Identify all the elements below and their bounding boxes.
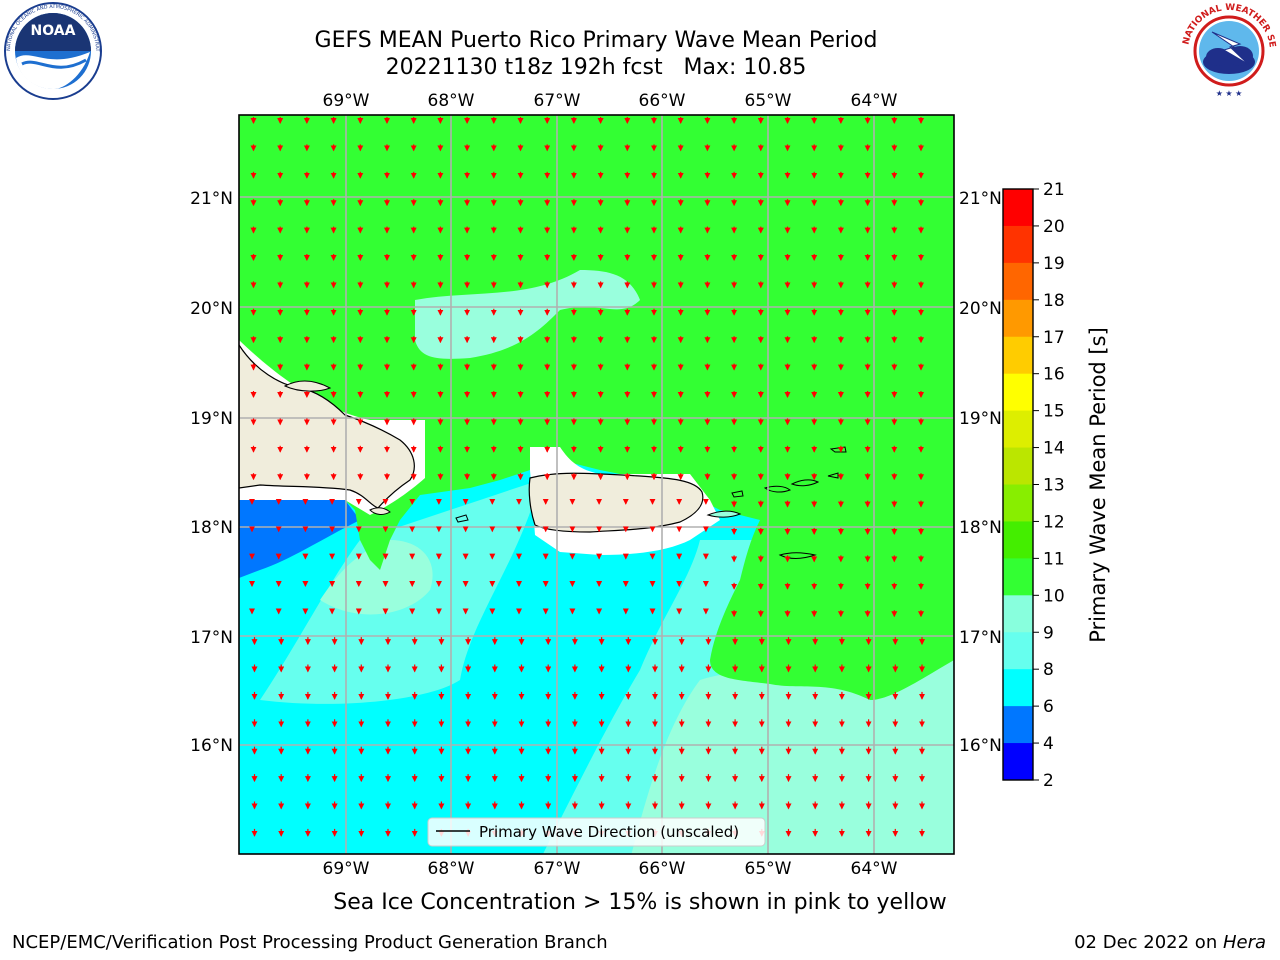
footer-host: Hera [1222, 932, 1266, 953]
colorbar-tick-label: 16 [1043, 365, 1065, 385]
colorbar-tick-label: 17 [1043, 328, 1065, 348]
noaa-logo: NOAA NATIONAL OCEANIC AND ATMOSPHERIC AD… [2, 0, 102, 100]
lat-tick-left: 20°N [190, 299, 233, 319]
colorbar-swatch [1003, 225, 1033, 264]
lat-tick-right: 18°N [959, 518, 1002, 538]
colorbar-swatch [1003, 669, 1033, 707]
nws-logo: NATIONAL WEATHER SERVICE ★ ★ ★ [1178, 0, 1277, 99]
colorbar-swatch [1003, 706, 1033, 744]
colorbar-swatch [1003, 595, 1033, 633]
sea-ice-caption: Sea Ice Concentration > 15% is shown in … [333, 890, 947, 915]
lon-tick-bottom: 65°W [745, 859, 792, 879]
lon-tick-bottom: 68°W [428, 859, 475, 879]
map-legend: Primary Wave Direction (unscaled) [427, 817, 766, 847]
colorbar-label: Primary Wave Mean Period [s] [1086, 327, 1110, 643]
colorbar-swatch [1003, 743, 1033, 781]
colorbar-tick-label: 20 [1043, 217, 1065, 237]
lat-tick-left: 18°N [190, 518, 233, 538]
lat-tick-left: 19°N [190, 409, 233, 429]
colorbar-tick-label: 4 [1043, 734, 1054, 754]
lon-tick-top: 69°W [323, 91, 370, 111]
colorbar-swatch [1003, 262, 1033, 301]
lon-tick-top: 64°W [851, 91, 898, 111]
lat-tick-left: 17°N [190, 628, 233, 648]
title-line-1: GEFS MEAN Puerto Rico Primary Wave Mean … [314, 28, 878, 53]
footer-date-text: 02 Dec 2022 on [1074, 932, 1223, 953]
lon-tick-top: 66°W [639, 91, 686, 111]
colorbar-swatch [1003, 447, 1033, 485]
colorbar-swatch [1003, 299, 1033, 338]
colorbar-swatch [1003, 189, 1033, 227]
lat-tick-right: 21°N [959, 189, 1002, 209]
lon-tick-bottom: 64°W [851, 859, 898, 879]
colorbar-tick-label: 9 [1043, 623, 1054, 643]
footer-branch: NCEP/EMC/Verification Post Processing Pr… [12, 932, 608, 953]
footer-date: 02 Dec 2022 on Hera [1074, 932, 1266, 953]
map-grid [239, 115, 954, 854]
colorbar-swatch [1003, 410, 1033, 449]
lat-tick-left: 16°N [190, 736, 233, 756]
colorbar-tick-label: 2 [1043, 771, 1054, 791]
colorbar-tick-label: 8 [1043, 660, 1054, 680]
lat-tick-right: 19°N [959, 409, 1002, 429]
colorbar-tick-label: 14 [1043, 439, 1065, 459]
colorbar-swatch [1003, 336, 1033, 375]
noaa-logo-text: NOAA [31, 23, 76, 39]
colorbar-tick-label: 21 [1043, 180, 1065, 200]
lon-tick-top: 65°W [745, 91, 792, 111]
colorbar-tick-label: 6 [1043, 697, 1054, 717]
map-field [239, 115, 954, 854]
lon-tick-top: 68°W [428, 91, 475, 111]
wave-direction-arrows [249, 117, 925, 837]
sea-ice-caption-wrap: Sea Ice Concentration > 15% is shown in … [0, 890, 1280, 915]
colorbar-tick-label: 12 [1043, 512, 1065, 532]
legend-label: Primary Wave Direction (unscaled) [479, 823, 739, 841]
lat-tick-right: 20°N [959, 299, 1002, 319]
colorbar-tick-label: 19 [1043, 254, 1065, 274]
colorbar-swatch [1003, 521, 1033, 559]
colorbar-swatch [1003, 558, 1033, 596]
title-line-2: 20221130 t18z 192h fcst Max: 10.85 [385, 55, 807, 80]
lat-tick-right: 17°N [959, 628, 1002, 648]
lat-tick-left: 21°N [190, 189, 233, 209]
colorbar-tick-label: 18 [1043, 291, 1065, 311]
colorbar-swatch [1003, 484, 1033, 522]
colorbar-tick-label: 13 [1043, 476, 1065, 496]
svg-text:★ ★ ★: ★ ★ ★ [1216, 89, 1243, 98]
colorbar-tick-label: 11 [1043, 549, 1065, 569]
lat-tick-right: 16°N [959, 736, 1002, 756]
lon-tick-top: 67°W [534, 91, 581, 111]
lon-tick-bottom: 69°W [323, 859, 370, 879]
lon-tick-bottom: 66°W [639, 859, 686, 879]
lon-tick-bottom: 67°W [534, 859, 581, 879]
colorbar-swatch [1003, 373, 1033, 412]
colorbar-swatch [1003, 632, 1033, 670]
colorbar-tick-label: 15 [1043, 402, 1065, 422]
colorbar-tick-label: 10 [1043, 586, 1065, 606]
colorbar: 21 20 19 18 17 16 15 14 13 12 11 10 9 8 6 4 2 [1002, 180, 1065, 791]
map-frame [238, 114, 955, 855]
